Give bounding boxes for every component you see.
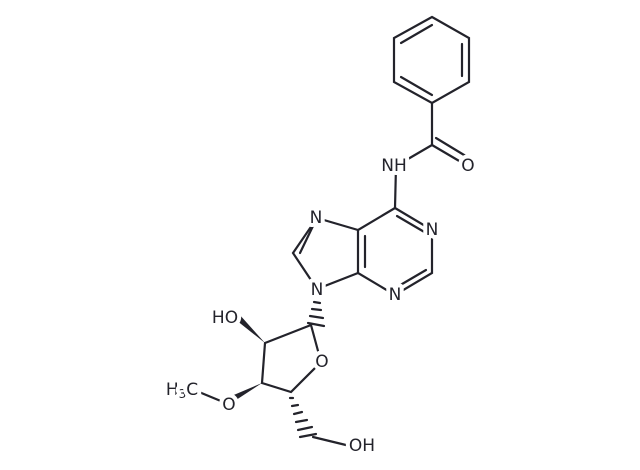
bond <box>197 390 230 406</box>
atom-label: NH <box>381 156 407 176</box>
wedge-bond <box>236 314 265 343</box>
imidazole-ring <box>291 216 360 291</box>
atom-label: H3C <box>166 380 198 401</box>
wedge-bond <box>229 383 262 402</box>
double-bond <box>434 136 471 160</box>
double-bond <box>399 23 434 45</box>
atom-label: N <box>426 220 439 240</box>
bond <box>394 143 434 168</box>
double-bond <box>298 224 315 255</box>
atom-label: OH <box>349 436 375 456</box>
benzene-ring <box>392 15 471 105</box>
hashed-bond <box>306 293 326 328</box>
furanose-ring <box>260 323 323 394</box>
atom-label: N <box>311 280 324 300</box>
pyrimidine-ring <box>356 206 434 297</box>
double-bond <box>399 75 434 97</box>
double-bond <box>395 268 428 289</box>
atom-label: O <box>315 352 328 372</box>
atom-label: N <box>389 285 402 305</box>
atom-label: O <box>222 395 235 415</box>
bond <box>430 143 468 167</box>
double-bond <box>395 214 428 235</box>
bonds <box>197 15 471 448</box>
atom-label: O <box>461 156 474 176</box>
atom-labels: NH O N N N N HO O O H3C OH <box>162 152 479 460</box>
bond <box>311 435 352 448</box>
hashed-bond <box>288 396 318 439</box>
bond <box>393 164 398 210</box>
atom-label: HO <box>212 308 238 328</box>
atom-label: N <box>310 208 323 228</box>
